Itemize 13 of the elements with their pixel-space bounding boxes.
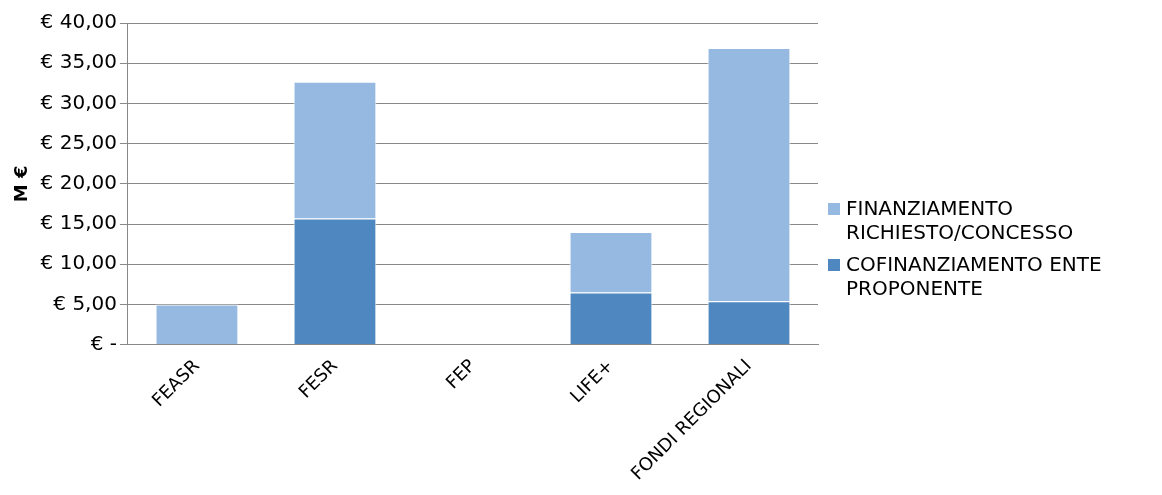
y-tick-label: € - (90, 330, 117, 355)
y-tick-label: € 30,00 (40, 89, 117, 114)
y-tick-label: € 20,00 (40, 170, 117, 195)
y-axis-title: M € (10, 165, 32, 203)
x-tick-label: FEP (441, 354, 480, 393)
y-tick-label: € 40,00 (40, 9, 117, 34)
y-tick-label: € 10,00 (40, 250, 117, 275)
y-tick-label: € 5,00 (53, 290, 117, 315)
legend-label: FINANZIAMENTO RICHIESTO/CONCESSO (846, 196, 1075, 244)
y-tick-label: € 25,00 (40, 129, 117, 154)
legend-label: COFINANZIAMENTO ENTE PROPONENTE (846, 252, 1103, 300)
y-tick-label: € 15,00 (40, 210, 117, 235)
y-tick-label: € 35,00 (40, 49, 117, 74)
